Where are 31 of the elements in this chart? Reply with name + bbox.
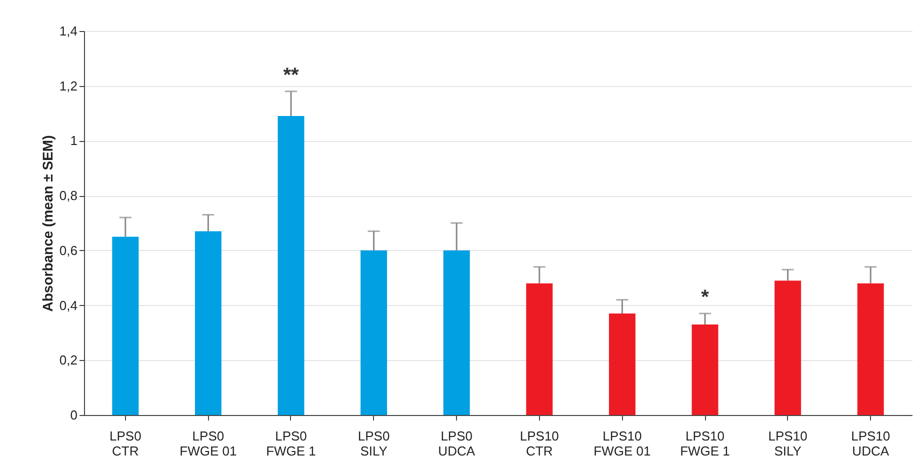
bar (194, 231, 222, 415)
bar (692, 324, 718, 415)
x-tick-label: LPS10 CTR (520, 428, 559, 458)
y-tick-label: 0,6 (59, 242, 78, 258)
bar (608, 314, 636, 415)
x-tick-label: LPS0 UDCA (438, 428, 476, 458)
y-tick-label: 0,4 (59, 298, 78, 313)
bar (112, 236, 139, 415)
bar (443, 250, 470, 415)
annotation: * (701, 286, 710, 309)
bar (774, 280, 802, 415)
y-tick-label: 1,2 (59, 78, 78, 94)
y-axis-title: Absorbance (mean ± SEM) (39, 135, 56, 312)
x-tick-label: LPS0 FWGE 1 (266, 428, 316, 458)
x-tick-label: LPS0 SILY (358, 428, 390, 458)
y-tick-label: 0 (70, 408, 78, 422)
y-tick-label: 0,8 (59, 188, 78, 204)
x-tick-label: LPS10 SILY (768, 428, 808, 458)
bar (526, 283, 553, 415)
x-tick-label: LPS0 FWGE 01 (180, 428, 237, 458)
x-tick-label: LPS10 FWGE 01 (594, 428, 651, 458)
y-tick-label: 0,2 (59, 352, 78, 368)
y-tick-label: 1,4 (59, 24, 78, 38)
x-tick-label: LPS0 CTR (109, 428, 142, 458)
bar (278, 116, 304, 415)
annotation: ** (283, 64, 299, 86)
bar (360, 250, 388, 415)
x-tick-label: LPS10 UDCA (851, 428, 890, 458)
y-tick-label: 1 (70, 133, 78, 148)
x-tick-label: LPS10 FWGE 1 (680, 428, 730, 458)
bar (857, 283, 884, 415)
